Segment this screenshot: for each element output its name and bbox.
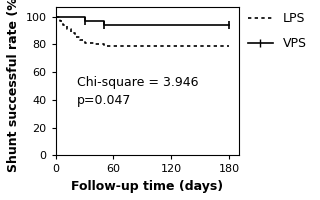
VPS (112, 24, 116, 26)
Y-axis label: Shunt successful rate (%): Shunt successful rate (%) (7, 0, 20, 172)
VPS (102, 24, 106, 26)
LPS (65, 24, 69, 26)
Legend: LPS, VPS: LPS, VPS (243, 7, 312, 55)
LPS (69, 32, 73, 35)
LPS (112, 45, 116, 47)
VPS (83, 15, 86, 18)
LPS (61, 20, 65, 22)
VPS (102, 20, 106, 22)
LPS (228, 45, 231, 47)
LPS (92, 42, 96, 44)
LPS (112, 45, 116, 47)
LPS (73, 32, 77, 35)
LPS (78, 36, 82, 39)
LPS (59, 20, 62, 22)
LPS (92, 43, 96, 46)
VPS (228, 24, 231, 26)
LPS (78, 39, 82, 41)
LPS (83, 39, 86, 41)
LPS (69, 28, 73, 30)
LPS (59, 15, 62, 18)
LPS (228, 45, 231, 47)
LPS (61, 24, 65, 26)
VPS (228, 24, 231, 26)
LPS (73, 36, 77, 39)
LPS (54, 15, 58, 18)
Text: p=0.047: p=0.047 (77, 94, 131, 107)
LPS (65, 28, 69, 30)
Text: Chi-square = 3.946: Chi-square = 3.946 (77, 76, 198, 89)
Line: VPS: VPS (56, 17, 229, 25)
X-axis label: Follow-up time (days): Follow-up time (days) (71, 180, 223, 193)
VPS (112, 24, 116, 26)
VPS (54, 15, 58, 18)
VPS (83, 20, 86, 22)
LPS (102, 45, 106, 47)
Line: LPS: LPS (56, 17, 229, 46)
LPS (102, 43, 106, 46)
LPS (83, 42, 86, 44)
